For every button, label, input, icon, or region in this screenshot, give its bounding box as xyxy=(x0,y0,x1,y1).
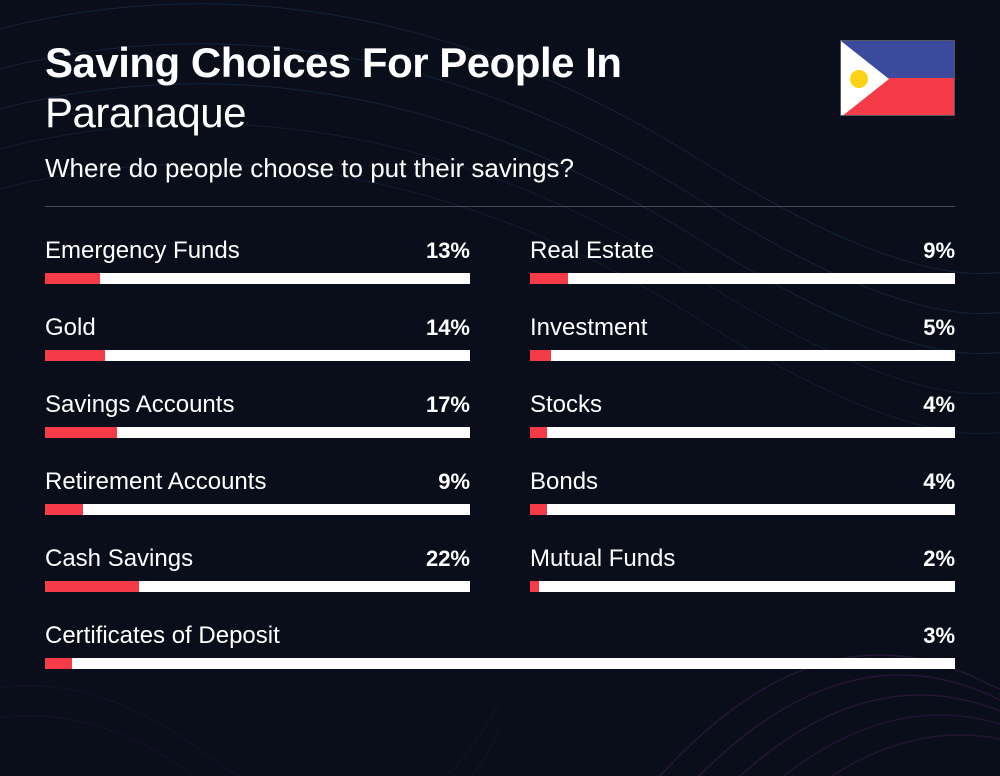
flag-philippines xyxy=(840,40,955,116)
chart-item: Investment 5% xyxy=(530,314,955,361)
chart-item-value: 9% xyxy=(923,238,955,264)
chart-item: Certificates of Deposit 3% xyxy=(45,622,955,669)
chart-item-value: 13% xyxy=(426,238,470,264)
chart-item-header: Investment 5% xyxy=(530,314,955,342)
chart-item-label: Gold xyxy=(45,314,96,342)
chart-item-header: Gold 14% xyxy=(45,314,470,342)
chart-item-value: 4% xyxy=(923,392,955,418)
chart-item: Mutual Funds 2% xyxy=(530,545,955,592)
chart-item-header: Emergency Funds 13% xyxy=(45,237,470,265)
bar-fill xyxy=(45,427,117,438)
bar-track xyxy=(530,504,955,515)
title-line-2: Paranaque xyxy=(45,88,840,138)
chart-item-header: Bonds 4% xyxy=(530,468,955,496)
bar-fill xyxy=(530,427,547,438)
bar-fill xyxy=(530,350,551,361)
chart-item-header: Certificates of Deposit 3% xyxy=(45,622,955,650)
bar-track xyxy=(45,581,470,592)
chart-columns: Emergency Funds 13% Gold 14% Savings Account… xyxy=(45,237,955,622)
bar-fill xyxy=(45,581,139,592)
subtitle: Where do people choose to put their savi… xyxy=(45,153,840,184)
bar-track xyxy=(45,350,470,361)
chart-item-header: Cash Savings 22% xyxy=(45,545,470,573)
chart-item-header: Savings Accounts 17% xyxy=(45,391,470,419)
chart-item-value: 4% xyxy=(923,469,955,495)
header: Saving Choices For People In Paranaque W… xyxy=(45,40,955,184)
bar-fill xyxy=(530,273,568,284)
chart-item: Gold 14% xyxy=(45,314,470,361)
bar-track xyxy=(530,427,955,438)
chart-item-label: Mutual Funds xyxy=(530,545,675,573)
bar-track xyxy=(45,427,470,438)
chart-item-value: 3% xyxy=(923,623,955,649)
chart-item-value: 14% xyxy=(426,315,470,341)
chart-item-label: Real Estate xyxy=(530,237,654,265)
chart-item-label: Savings Accounts xyxy=(45,391,234,419)
bar-track xyxy=(530,273,955,284)
chart-item-label: Cash Savings xyxy=(45,545,193,573)
bar-track xyxy=(530,350,955,361)
chart-item-value: 22% xyxy=(426,546,470,572)
chart-item-header: Retirement Accounts 9% xyxy=(45,468,470,496)
chart-item: Bonds 4% xyxy=(530,468,955,515)
chart-item-label: Stocks xyxy=(530,391,602,419)
bar-fill xyxy=(45,350,105,361)
chart-item-value: 5% xyxy=(923,315,955,341)
chart-item: Cash Savings 22% xyxy=(45,545,470,592)
left-column: Emergency Funds 13% Gold 14% Savings Account… xyxy=(45,237,470,622)
title-line-1: Saving Choices For People In xyxy=(45,40,840,86)
chart-item-value: 9% xyxy=(438,469,470,495)
chart-item: Real Estate 9% xyxy=(530,237,955,284)
chart-item: Stocks 4% xyxy=(530,391,955,438)
bar-fill xyxy=(45,273,100,284)
right-column: Real Estate 9% Investment 5% Stocks 4% Bonds 4%… xyxy=(530,237,955,622)
chart-item-value: 2% xyxy=(923,546,955,572)
bar-fill xyxy=(45,658,72,669)
bar-track xyxy=(45,273,470,284)
bar-fill xyxy=(530,581,539,592)
chart-item: Retirement Accounts 9% xyxy=(45,468,470,515)
chart-item-header: Mutual Funds 2% xyxy=(530,545,955,573)
bar-track xyxy=(45,658,955,669)
divider xyxy=(45,206,955,207)
bar-track xyxy=(530,581,955,592)
chart-item: Savings Accounts 17% xyxy=(45,391,470,438)
chart-item: Emergency Funds 13% xyxy=(45,237,470,284)
bar-fill xyxy=(45,504,83,515)
chart-item-label: Certificates of Deposit xyxy=(45,622,280,650)
chart-item-label: Investment xyxy=(530,314,647,342)
chart-item-label: Bonds xyxy=(530,468,598,496)
chart-item-label: Emergency Funds xyxy=(45,237,240,265)
chart-item-header: Stocks 4% xyxy=(530,391,955,419)
chart-item-value: 17% xyxy=(426,392,470,418)
chart-item-label: Retirement Accounts xyxy=(45,468,266,496)
chart-item-header: Real Estate 9% xyxy=(530,237,955,265)
full-width-column: Certificates of Deposit 3% xyxy=(45,622,955,669)
bar-fill xyxy=(530,504,547,515)
bar-track xyxy=(45,504,470,515)
